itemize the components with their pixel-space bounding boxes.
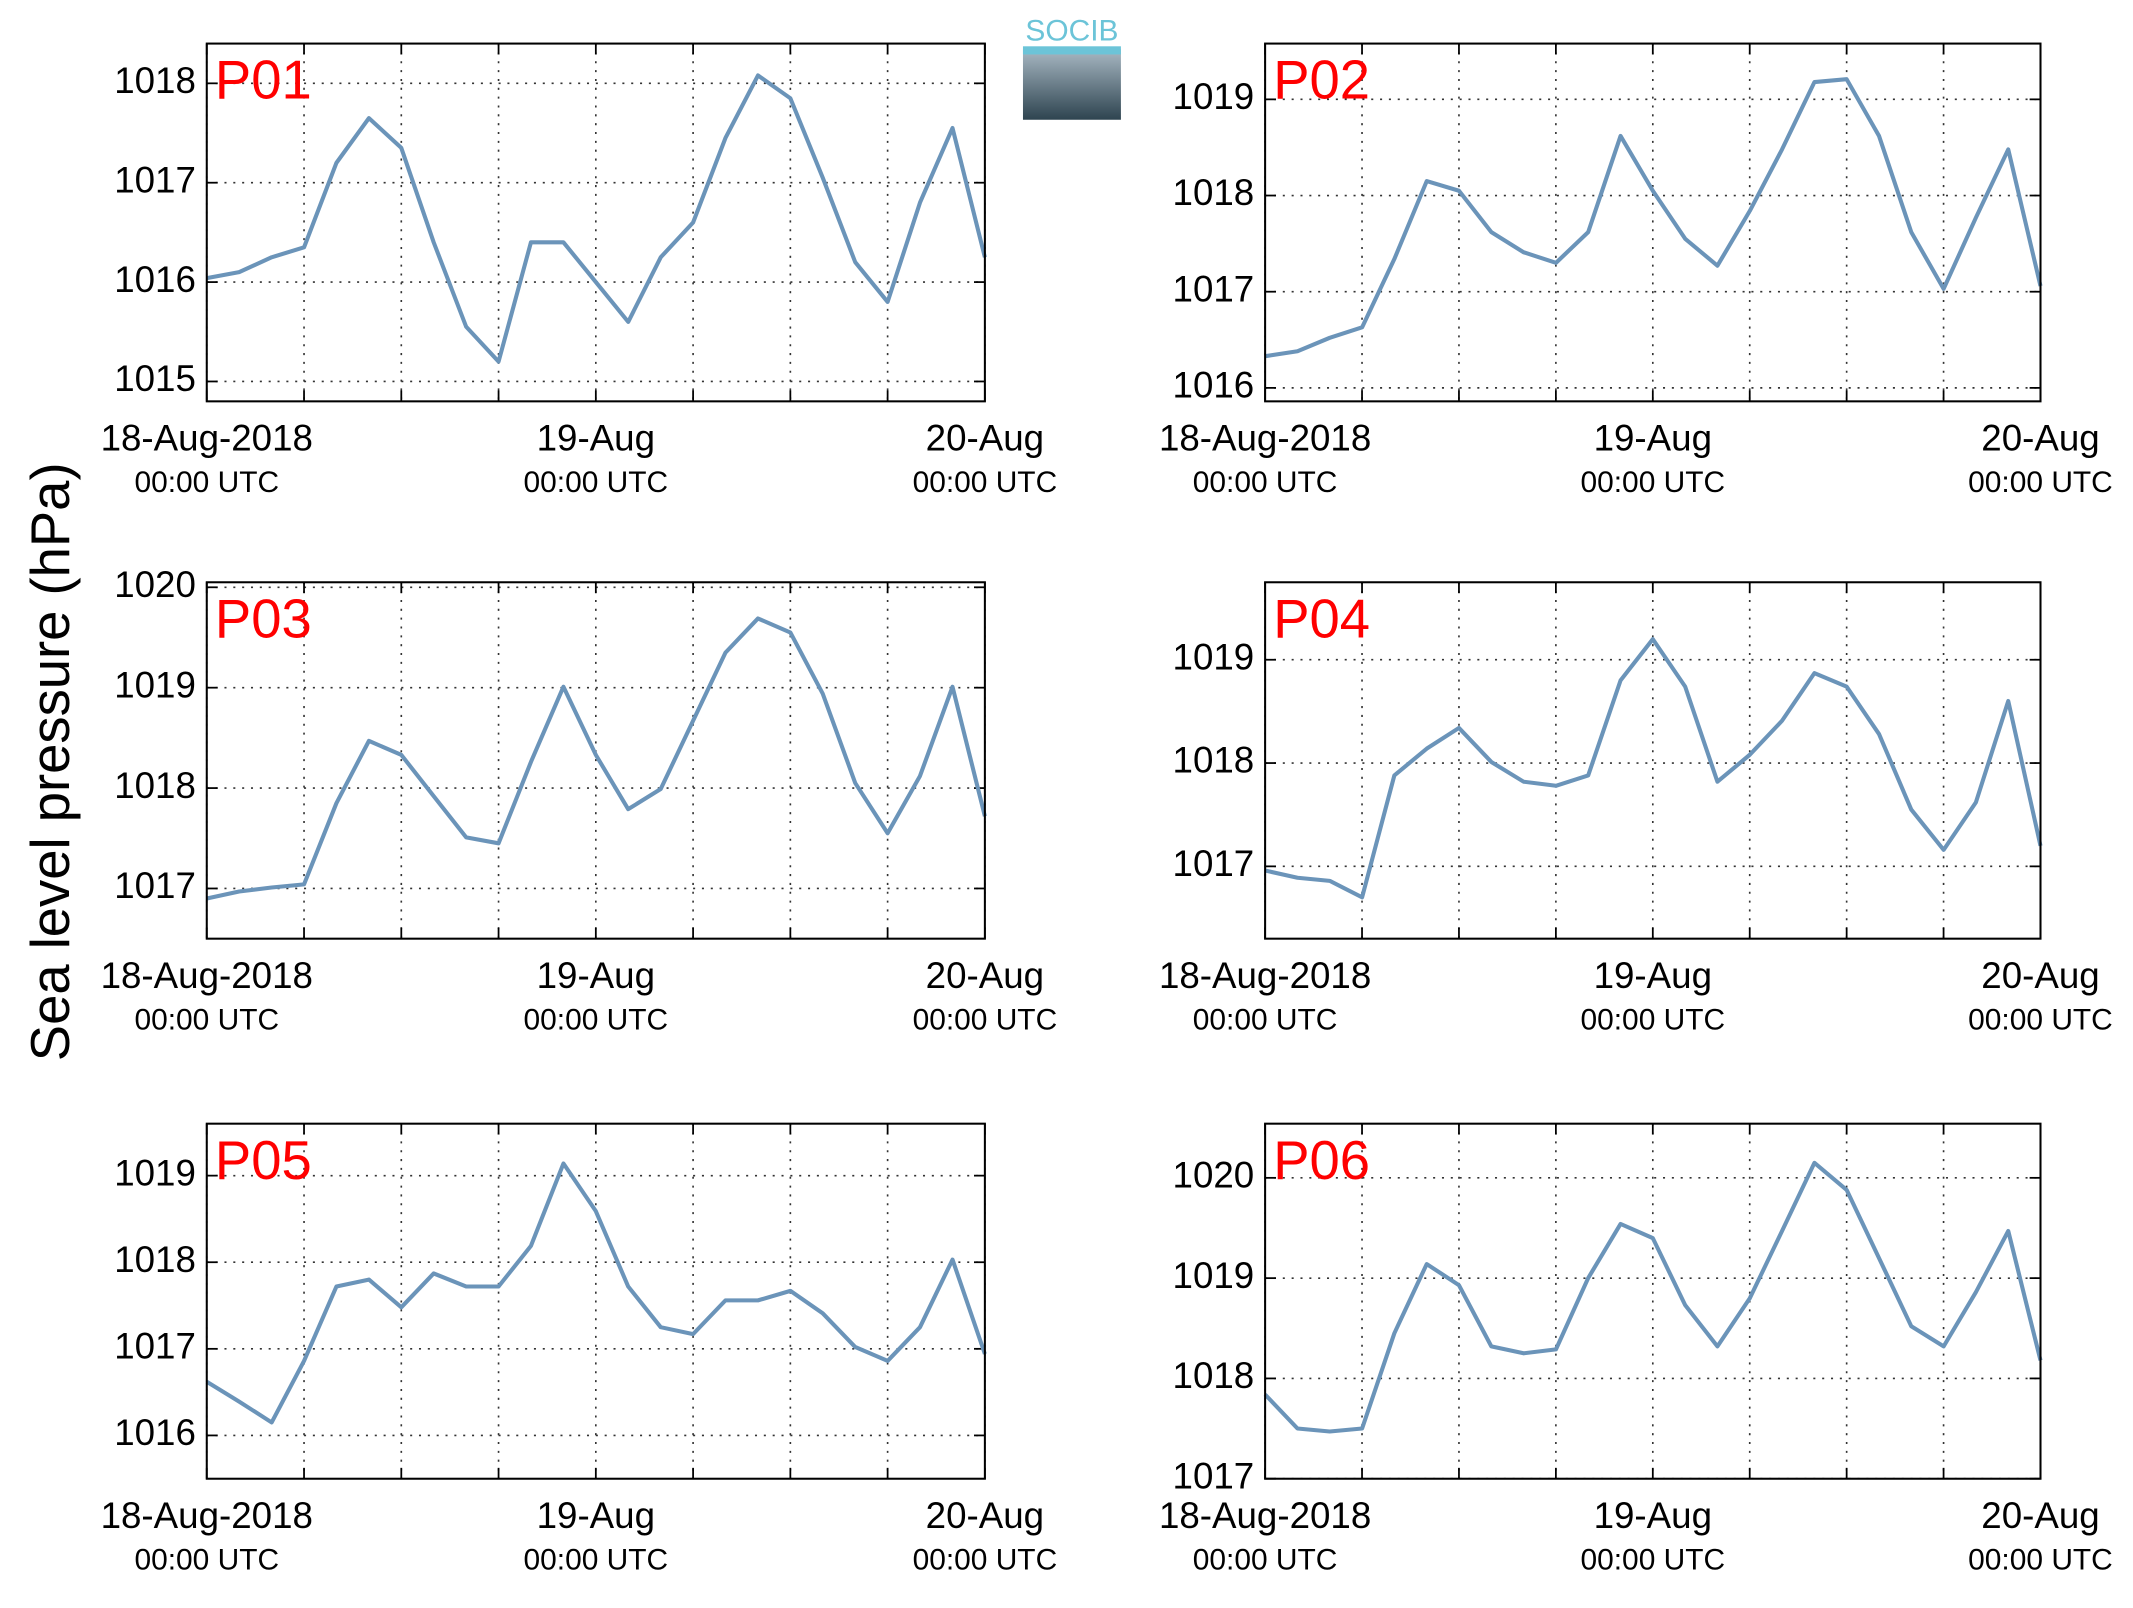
y-tick-label: 1017 <box>1173 268 1255 309</box>
y-tick-label: 1016 <box>1173 365 1255 406</box>
x-tick-label: 20-Aug <box>926 955 1044 996</box>
x-tick-label: 18-Aug-2018 <box>101 417 313 458</box>
x-tick-label: 19-Aug <box>537 417 655 458</box>
logo: SOCIB <box>1022 15 1121 120</box>
y-tick-label: 1020 <box>114 564 196 605</box>
x-tick-sublabel: 00:00 UTC <box>1580 1004 1725 1037</box>
series-line <box>205 1161 987 1425</box>
y-tick-label: 1017 <box>1173 1455 1255 1496</box>
plot-frame <box>1264 581 2042 940</box>
panel-title: P01 <box>215 50 312 111</box>
plot-frame <box>1264 1122 2042 1480</box>
x-tick-sublabel: 00:00 UTC <box>524 466 669 499</box>
x-tick-label: 20-Aug <box>926 417 1044 458</box>
logo-box <box>1022 49 1121 120</box>
series-line <box>1263 1160 2043 1434</box>
y-tick-label: 1015 <box>114 358 196 399</box>
plot-frame <box>1264 42 2042 403</box>
y-tick-label: 1018 <box>114 60 196 101</box>
y-tick-label: 1018 <box>1173 740 1255 781</box>
y-tick-label: 1019 <box>114 664 196 705</box>
x-tick-sublabel: 00:00 UTC <box>1193 1004 1338 1037</box>
y-tick-label: 1018 <box>1173 1355 1255 1396</box>
panel: 1016 1017 1018 1019 18-Aug-2018 00:00 UTC 19-A… <box>1159 42 2113 499</box>
y-tick-label: 1018 <box>114 765 196 806</box>
panel: 1017 1018 1019 18-Aug-2018 00:00 UTC 19-Aug 00… <box>1159 581 2113 1037</box>
panel-title: P05 <box>215 1130 312 1191</box>
x-tick-label: 18-Aug-2018 <box>1159 417 1371 458</box>
panel: 1015 1016 1017 1018 18-Aug-2018 00:00 UTC 19-A… <box>101 42 1058 499</box>
x-tick-sublabel: 00:00 UTC <box>1968 1544 2113 1577</box>
x-tick-label: 18-Aug-2018 <box>101 1495 313 1536</box>
y-tick-label: 1016 <box>114 1412 196 1453</box>
panel-title: P04 <box>1273 588 1370 649</box>
x-tick-label: 19-Aug <box>537 955 655 996</box>
x-tick-label: 20-Aug <box>926 1495 1044 1536</box>
panel: 1017 1018 1019 1020 18-Aug-2018 00:00 UTC 19-A… <box>1159 1122 2113 1577</box>
y-tick-label: 1017 <box>1173 843 1255 884</box>
x-tick-label: 20-Aug <box>1981 1495 2099 1536</box>
x-tick-sublabel: 00:00 UTC <box>913 466 1058 499</box>
x-tick-sublabel: 00:00 UTC <box>1968 466 2113 499</box>
x-tick-sublabel: 00:00 UTC <box>1193 466 1338 499</box>
logo-text: SOCIB <box>1025 15 1118 48</box>
x-tick-sublabel: 00:00 UTC <box>134 466 279 499</box>
y-tick-label: 1018 <box>114 1239 196 1280</box>
x-tick-sublabel: 00:00 UTC <box>134 1004 279 1037</box>
series-line <box>206 616 987 901</box>
y-tick-label: 1019 <box>1173 76 1255 117</box>
y-tick-label: 1017 <box>114 1326 196 1367</box>
series-line <box>1264 637 2043 900</box>
x-tick-label: 18-Aug-2018 <box>1159 1495 1371 1536</box>
y-tick-label: 1019 <box>114 1152 196 1193</box>
y-tick-label: 1018 <box>1173 172 1255 213</box>
x-tick-sublabel: 00:00 UTC <box>913 1544 1058 1577</box>
y-axis-label: Sea level pressure (hPa) <box>20 462 81 1061</box>
y-tick-label: 1019 <box>1173 1255 1255 1296</box>
x-tick-sublabel: 00:00 UTC <box>134 1544 279 1577</box>
x-tick-label: 18-Aug-2018 <box>1159 955 1371 996</box>
panel: 1016 1017 1018 1019 18-Aug-2018 00:00 UTC 19-A… <box>101 1122 1058 1577</box>
plot-frame <box>205 581 986 940</box>
y-tick-label: 1019 <box>1173 636 1255 677</box>
x-tick-label: 19-Aug <box>1594 1495 1712 1536</box>
x-tick-label: 18-Aug-2018 <box>101 955 313 996</box>
x-tick-label: 19-Aug <box>1594 955 1712 996</box>
x-tick-label: 20-Aug <box>1981 955 2099 996</box>
x-tick-sublabel: 00:00 UTC <box>1580 466 1725 499</box>
logo-wave <box>1022 46 1121 55</box>
y-tick-label: 1017 <box>114 865 196 906</box>
panel: 1017 1018 1019 1020 18-Aug-2018 00:00 UTC 19-A… <box>101 564 1058 1037</box>
y-tick-label: 1016 <box>114 259 196 300</box>
x-tick-label: 19-Aug <box>1594 417 1712 458</box>
series-line <box>1264 77 2043 359</box>
x-tick-label: 19-Aug <box>537 1495 655 1536</box>
panel-title: P03 <box>215 588 312 649</box>
x-tick-sublabel: 00:00 UTC <box>524 1544 669 1577</box>
x-tick-label: 20-Aug <box>1981 417 2099 458</box>
x-tick-sublabel: 00:00 UTC <box>524 1004 669 1037</box>
x-tick-sublabel: 00:00 UTC <box>1193 1544 1338 1577</box>
x-tick-sublabel: 00:00 UTC <box>1968 1004 2113 1037</box>
series-line <box>206 73 987 364</box>
y-tick-label: 1017 <box>114 159 196 200</box>
plot-frame <box>205 42 986 403</box>
panel-title: P06 <box>1273 1130 1370 1191</box>
x-tick-sublabel: 00:00 UTC <box>913 1004 1058 1037</box>
plot-frame <box>205 1122 986 1480</box>
panel-title: P02 <box>1273 50 1370 111</box>
x-tick-sublabel: 00:00 UTC <box>1580 1544 1725 1577</box>
y-tick-label: 1020 <box>1173 1155 1255 1196</box>
